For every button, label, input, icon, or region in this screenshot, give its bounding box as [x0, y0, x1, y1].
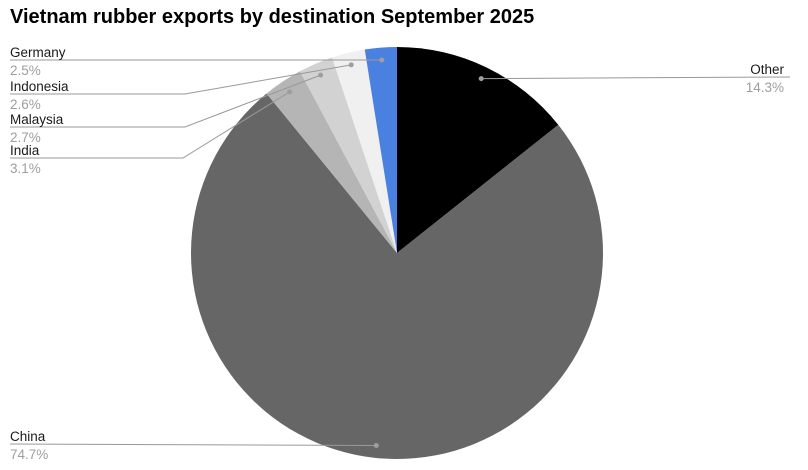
- leader-line-indonesia: [10, 64, 352, 95]
- pie-label-percent: 2.6%: [10, 97, 41, 112]
- leader-dot-china: [373, 443, 379, 448]
- pie-label-percent: 2.5%: [10, 63, 41, 78]
- pie-label-name: India: [10, 143, 40, 158]
- leader-dot-malaysia: [318, 72, 324, 78]
- pie-label-percent: 3.1%: [10, 161, 41, 176]
- pie-label-name: China: [10, 429, 46, 444]
- pie-slice-india[interactable]: [266, 71, 397, 253]
- pie-callout-malaysia: Malaysia 2.7%: [10, 112, 63, 145]
- leader-dot-indonesia: [348, 62, 354, 68]
- pie-label-name: Malaysia: [10, 112, 64, 127]
- pie-slice-china[interactable]: [191, 93, 604, 459]
- pie-callout-china: China 74.7%: [10, 429, 48, 462]
- leader-line-other: [481, 76, 791, 80]
- leader-dot-germany: [379, 57, 385, 63]
- pie-slice-other[interactable]: [397, 46, 559, 253]
- chart-title: Vietnam rubber exports by destination Se…: [10, 6, 535, 28]
- pie-slice-malaysia[interactable]: [299, 57, 397, 254]
- leader-line-malaysia: [10, 74, 321, 128]
- pie-callout-other: Other 14.3%: [746, 62, 784, 95]
- pie-label-percent: 14.3%: [745, 80, 784, 95]
- leader-line-india: [10, 91, 290, 159]
- pie-callout-germany: Germany 2.5%: [10, 45, 66, 78]
- pie-label-name: Indonesia: [10, 79, 69, 94]
- pie-slice-germany[interactable]: [364, 46, 397, 253]
- leader-line-china: [9, 443, 377, 446]
- pie-label-percent: 2.7%: [10, 130, 41, 145]
- leader-dot-india: [287, 89, 293, 95]
- pie-label-name: Other: [750, 62, 784, 77]
- pie-label-percent: 74.7%: [10, 447, 49, 462]
- pie-callout-indonesia: Indonesia 2.6%: [10, 79, 69, 112]
- pie-callout-india: India 3.1%: [10, 143, 41, 176]
- leader-dot-other: [478, 76, 484, 82]
- pie-slice-indonesia[interactable]: [332, 49, 397, 253]
- pie-label-name: Germany: [10, 45, 66, 60]
